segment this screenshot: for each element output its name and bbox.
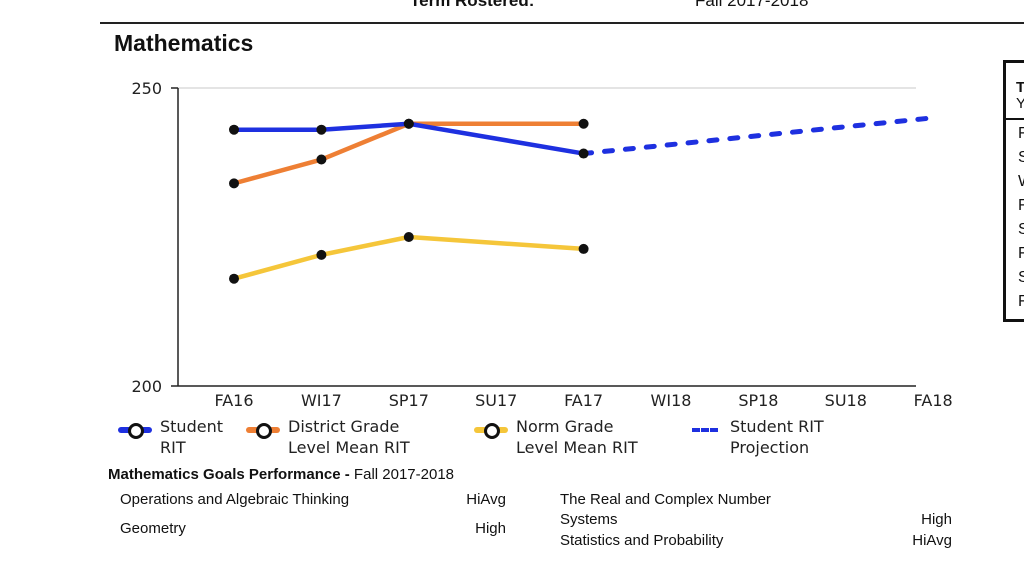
legend-line: Level Mean RIT xyxy=(516,438,638,457)
x-tick-label: SP17 xyxy=(389,391,429,410)
y-tick-label: 200 xyxy=(131,377,162,396)
side-table-cell: F xyxy=(1018,197,1024,214)
legend-line: Projection xyxy=(730,438,810,457)
goal-name: Operations and Algebraic Thinking xyxy=(120,491,350,508)
legend-item-district-mean: District Grade Level Mean RIT xyxy=(246,416,446,458)
data-point-norm xyxy=(316,249,327,260)
data-point-norm xyxy=(403,232,414,242)
legend-line: Student RIT xyxy=(730,417,824,436)
side-table-cell: F xyxy=(1018,293,1024,310)
x-tick-label: SP18 xyxy=(738,391,778,410)
side-table-cell: S xyxy=(1018,221,1024,238)
x-tick-label: SU17 xyxy=(475,391,517,410)
series-line-district xyxy=(231,121,586,186)
legend-label-district: District Grade Level Mean RIT xyxy=(288,416,458,458)
data-point-student xyxy=(229,124,239,135)
side-table-divider xyxy=(1006,118,1024,120)
x-tick-label: WI17 xyxy=(301,391,342,410)
goals-title-bold: Mathematics Goals Performance - xyxy=(108,466,350,483)
x-tick-label: FA17 xyxy=(564,391,603,410)
legend-marker-icon xyxy=(256,423,272,439)
x-tick-label: FA18 xyxy=(914,391,953,410)
data-point-norm xyxy=(578,243,589,254)
data-point-student xyxy=(316,124,327,135)
legend-label-student: Student RIT xyxy=(160,416,330,458)
side-table-cell: F xyxy=(1018,245,1024,262)
legend-marker-icon xyxy=(128,423,144,439)
goal-name: Statistics and Probability xyxy=(560,532,724,549)
legend-item-norm-mean: Norm Grade Level Mean RIT xyxy=(474,416,674,458)
data-point-norm xyxy=(229,273,239,284)
legend-label-norm: Norm Grade Level Mean RIT xyxy=(516,416,686,458)
goal-name: The Real and Complex Number xyxy=(560,491,771,508)
goal-name: Systems xyxy=(560,511,618,528)
series-line-norm xyxy=(231,234,586,281)
series-line-student xyxy=(231,121,586,156)
data-point-district xyxy=(316,154,327,165)
side-table-header-1: T xyxy=(1016,79,1024,96)
legend-line: District Grade xyxy=(288,417,400,436)
goal-name: Geometry xyxy=(120,520,186,537)
side-table-cell: W xyxy=(1018,173,1024,191)
term-rostered-label: Term Rostered: xyxy=(410,0,535,10)
legend-line: RIT xyxy=(160,438,186,457)
rit-growth-chart: 200 250 FA16 WI17 SP17 SU17 FA17 WI18 SP18 SU18 FA… xyxy=(131,79,953,410)
side-table-header-2: Y xyxy=(1016,95,1024,112)
x-tick-label: SU18 xyxy=(825,391,867,410)
data-point-student xyxy=(403,118,414,129)
legend-label-projection: Student RIT Projection xyxy=(730,416,900,458)
data-point-student xyxy=(578,148,589,159)
legend-line: Norm Grade xyxy=(516,417,614,436)
goal-value: HiAvg xyxy=(912,532,952,549)
goals-title-term: Fall 2017-2018 xyxy=(349,466,455,483)
side-table-cell: S xyxy=(1018,269,1024,286)
data-point-district xyxy=(578,118,589,129)
legend-item-projection: Student RIT Projection xyxy=(688,416,868,458)
side-table-cell: F xyxy=(1018,125,1024,142)
series-line-projection xyxy=(581,115,936,157)
goal-value: High xyxy=(921,511,952,528)
legend-line: Student xyxy=(160,417,223,436)
x-tick-label: FA16 xyxy=(214,391,253,410)
legend-item-student-rit: Student RIT xyxy=(118,416,248,458)
legend-marker-icon xyxy=(484,423,500,439)
goal-value: High xyxy=(475,520,506,537)
goal-value: HiAvg xyxy=(466,491,506,508)
roster-header-strip: Term Rostered: Fall 2017-2018 xyxy=(100,0,1024,24)
x-tick-label: WI18 xyxy=(651,391,692,410)
side-table-partial: T Y F S W F S F S F xyxy=(1003,60,1024,322)
y-tick-label: 250 xyxy=(131,79,162,98)
data-point-district xyxy=(229,178,239,189)
goals-title: Mathematics Goals Performance - Fall 201… xyxy=(108,466,454,483)
term-rostered-value: Fall 2017-2018 xyxy=(695,0,809,10)
section-title: Mathematics xyxy=(114,30,254,56)
legend-line: Level Mean RIT xyxy=(288,438,410,457)
side-table-cell: S xyxy=(1018,149,1024,166)
legend-swatch-projection xyxy=(692,428,718,432)
